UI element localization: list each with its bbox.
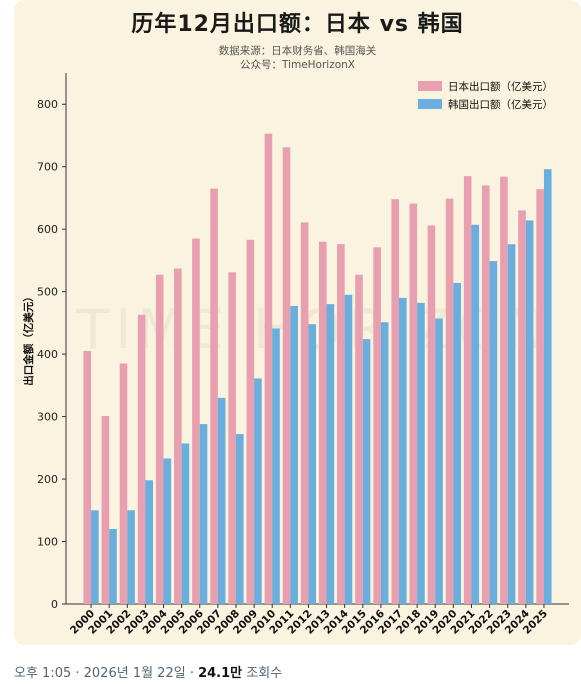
bar-korea — [399, 297, 407, 604]
bar-korea — [217, 397, 226, 604]
bar-japan — [101, 415, 110, 604]
bar-japan — [373, 247, 381, 604]
chart-title: 历年12月出口额：日本 vs 韩国 — [131, 12, 464, 37]
y-axis-label: 出口金额（亿美元） — [22, 291, 35, 386]
bar-korea — [417, 302, 425, 604]
bar-korea — [163, 458, 172, 604]
view-count: 24.1만 — [198, 666, 243, 681]
legend-label: 日本出口额（亿美元） — [448, 80, 553, 93]
bar-korea — [308, 324, 317, 604]
bar-korea — [326, 304, 335, 604]
bar-korea — [543, 169, 552, 604]
bar-japan — [210, 188, 218, 604]
bar-korea — [91, 510, 99, 604]
legend-swatch — [418, 81, 442, 91]
bar-japan — [119, 363, 128, 604]
y-tick-label: 200 — [37, 473, 58, 486]
y-tick-label: 700 — [37, 161, 58, 174]
bar-korea — [127, 510, 135, 604]
bar-japan — [355, 274, 363, 604]
bar-korea — [489, 261, 498, 604]
bar-japan — [500, 176, 508, 604]
view-count-label: 조회수 — [242, 666, 283, 681]
bar-korea — [199, 424, 208, 604]
bar-japan — [155, 274, 164, 604]
bar-japan — [463, 176, 472, 604]
y-tick-label: 0 — [51, 598, 58, 611]
bar-japan — [318, 241, 327, 604]
chart-card: 历年12月出口额：日本 vs 韩国 数据来源：日本财务省、韩国海关 公众号：Ti… — [14, 0, 581, 645]
bar-japan — [264, 133, 273, 604]
y-tick-label: 800 — [37, 98, 58, 111]
bar-korea — [507, 244, 516, 604]
y-tick-label: 500 — [37, 286, 58, 299]
bar-japan — [427, 225, 436, 605]
chart-account: 公众号：TimeHorizonX — [239, 59, 356, 71]
bar-japan — [536, 189, 544, 604]
y-tick-label: 600 — [37, 223, 58, 236]
bar-korea — [181, 443, 190, 604]
bar-korea — [453, 282, 461, 604]
bar-korea — [344, 294, 353, 604]
y-tick-label: 400 — [37, 348, 58, 361]
bar-japan — [174, 268, 182, 604]
y-tick-label: 100 — [37, 536, 58, 549]
bar-korea — [235, 434, 244, 604]
bar-japan — [481, 185, 490, 604]
bar-korea — [290, 306, 298, 604]
bar-japan — [282, 147, 291, 604]
bar-japan — [83, 350, 92, 604]
bar-japan — [409, 203, 418, 604]
tweet-meta: 오후 1:05 · 2026년 1월 22일 · 24.1만 조회수 — [14, 662, 282, 681]
bar-chart: TIME HORIZON0100200300400500600700800出口金… — [22, 73, 569, 637]
bar-korea — [471, 224, 480, 604]
bar-japan — [391, 199, 400, 604]
bar-japan — [300, 222, 309, 605]
bar-japan — [137, 314, 146, 604]
bar-japan — [228, 272, 236, 604]
bar-korea — [380, 322, 389, 604]
bar-japan — [246, 239, 255, 605]
bar-korea — [272, 328, 280, 604]
bar-korea — [435, 318, 443, 604]
chart-source: 数据来源：日本财务省、韩国海关 — [218, 45, 377, 57]
legend-label: 韩国出口额（亿美元） — [448, 98, 553, 111]
bar-japan — [518, 210, 526, 604]
bar-korea — [525, 220, 534, 604]
bar-korea — [109, 529, 117, 604]
bar-japan — [337, 244, 345, 604]
legend-swatch — [418, 99, 442, 109]
bar-korea — [254, 378, 262, 604]
post-timestamp: 오후 1:05 · 2026년 1월 22일 · — [14, 666, 199, 681]
bar-japan — [445, 198, 454, 604]
bar-korea — [145, 480, 154, 604]
y-tick-label: 300 — [37, 411, 58, 424]
bar-japan — [192, 238, 200, 604]
bar-korea — [362, 339, 371, 604]
